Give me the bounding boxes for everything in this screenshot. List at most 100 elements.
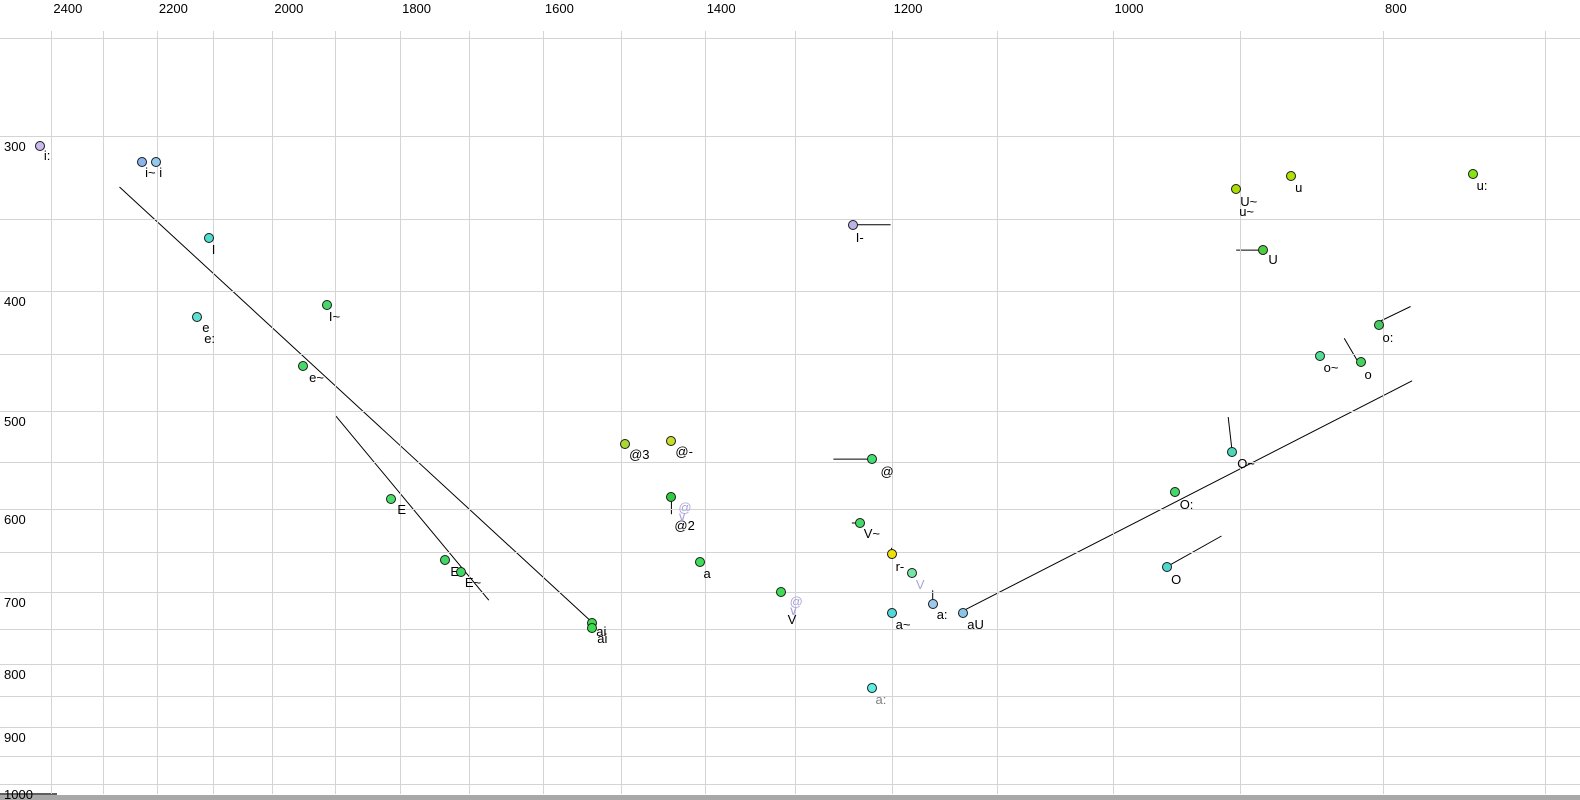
data-point-i[interactable] [137,157,148,167]
point-label: I~ [328,309,341,325]
data-point-o[interactable] [1355,357,1366,368]
data-point-2[interactable] [666,492,677,503]
data-point-u[interactable] [1286,170,1297,181]
bottom-edge-band [0,795,1580,800]
horizontal-gridline [0,727,1580,729]
point-label: a [703,565,711,581]
y-tick-label: 700 [4,594,26,610]
point-label: e [202,319,210,335]
point-label: E [397,501,407,517]
point-label: V [915,577,925,593]
data-point-a[interactable] [927,599,938,609]
point-label: O~ [1237,456,1255,472]
x-tick-label: 1000 [1114,1,1144,16]
data-point-E[interactable] [386,493,397,504]
point-label: a~ [895,616,911,632]
data-point-E[interactable] [440,555,451,566]
x-tick-label: 1800 [402,1,432,16]
horizontal-gridline [0,354,1580,355]
data-point-a[interactable] [866,683,877,693]
vertical-gridline [1383,31,1384,794]
point-label: ai [597,630,608,646]
x-tick-label: 2000 [274,1,304,16]
point-extra-label: ∨ [788,602,799,618]
point-label: I [211,242,216,258]
vertical-gridline [621,31,623,794]
y-tick-label: 400 [4,293,26,309]
y-tick-label: 500 [4,413,26,429]
data-point-u[interactable] [1467,168,1478,179]
vertical-gridline [542,31,544,794]
point-label: i [159,165,163,180]
vertical-gridline [400,31,402,794]
point-label: i: [43,148,51,164]
point-label: @2 [674,518,695,534]
x-tick-label: 1400 [706,1,736,16]
data-point-3[interactable] [620,439,631,450]
vertical-gridline [1112,31,1114,794]
horizontal-gridline [0,663,1580,665]
vertical-gridline [794,31,796,794]
data-point-U[interactable] [1258,245,1269,256]
data-point-I[interactable] [321,300,332,311]
horizontal-gridline [0,290,1580,292]
horizontal-gridline [0,37,1580,39]
point-label: u [1295,179,1303,195]
data-point-o[interactable] [1373,319,1384,330]
point-label: o~ [1323,360,1339,376]
data-point-I[interactable] [203,233,214,244]
data-point-e[interactable] [192,311,203,322]
data-point-[interactable] [666,436,677,447]
point-label: o [1364,367,1372,383]
point-label: @ [880,464,894,480]
vertical-gridline [469,31,471,794]
x-tick-label: 800 [1385,1,1407,16]
y-tick-label: 800 [4,666,26,682]
y-tick-label: 300 [4,138,26,154]
data-point-e[interactable] [298,360,309,371]
data-point-E[interactable] [455,567,466,578]
data-point-O[interactable] [1227,447,1238,458]
vertical-gridline [891,31,893,794]
point-label: @- [675,444,693,460]
horizontal-gridline [0,756,1580,758]
data-point-V[interactable] [854,518,865,528]
vertical-gridline [272,31,274,794]
data-point-U[interactable] [1231,183,1242,194]
point-extra-label: ∨ [677,509,687,525]
data-point-a[interactable] [886,607,897,618]
horizontal-gridline [0,591,1580,593]
vertical-gridline [103,31,104,794]
data-point-[interactable] [866,454,877,465]
data-point-a[interactable] [694,556,705,567]
data-point-o[interactable] [1314,351,1325,362]
y-tick-label: 1000 [4,786,33,800]
point-label: @3 [629,447,650,463]
point-label: a: [875,692,887,707]
point-label: U~ [1240,193,1258,209]
point-extra-label: @ [789,593,803,609]
data-point-r[interactable] [886,548,897,559]
point-label: U [1268,252,1278,268]
horizontal-gridline [0,462,1580,463]
data-point-i[interactable] [34,141,45,152]
point-label: i~ [145,165,156,180]
data-point-aU[interactable] [958,607,969,618]
data-point-V[interactable] [906,568,917,579]
point-label: u: [1476,177,1488,193]
point-label: r- [895,558,905,574]
point-label: O [1171,571,1182,587]
data-point-ai[interactable] [587,622,598,633]
point-label: o: [1382,329,1394,345]
data-point-I[interactable] [847,219,858,230]
point-label: e~ [309,369,324,385]
data-point-O[interactable] [1162,561,1173,572]
point-label: V~ [863,526,880,541]
data-point-V[interactable] [775,586,786,597]
y-tick-label: 600 [4,511,26,527]
data-point-i[interactable] [151,157,162,167]
point-label: E~ [464,575,482,591]
data-point-O[interactable] [1169,486,1180,497]
